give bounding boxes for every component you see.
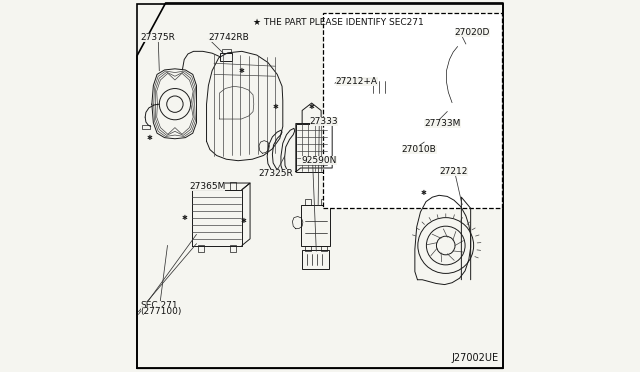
Text: 27010B: 27010B <box>402 145 436 154</box>
Bar <box>198 182 204 190</box>
Bar <box>447 104 458 119</box>
Text: 27375R: 27375R <box>141 33 175 42</box>
Text: 27325R: 27325R <box>259 169 293 178</box>
Bar <box>323 13 502 208</box>
Text: ✱: ✱ <box>147 135 152 141</box>
Text: ✱: ✱ <box>420 190 426 196</box>
Bar <box>321 246 326 251</box>
Text: 27212+A: 27212+A <box>335 77 378 86</box>
Text: 27742RB: 27742RB <box>209 33 249 42</box>
Text: 27212: 27212 <box>440 167 468 176</box>
Text: ✱: ✱ <box>273 104 278 110</box>
Text: ✱: ✱ <box>181 215 187 221</box>
Text: ★ THE PART PLEASE IDENTIFY SEC271: ★ THE PART PLEASE IDENTIFY SEC271 <box>253 18 424 27</box>
Bar <box>321 199 326 205</box>
Bar <box>220 53 232 61</box>
Text: J27002UE: J27002UE <box>451 353 499 363</box>
Bar <box>472 41 477 48</box>
Text: 27733M: 27733M <box>424 119 461 128</box>
Bar <box>461 37 472 52</box>
Text: 27365M: 27365M <box>189 182 225 191</box>
Bar <box>198 245 204 252</box>
Text: SEC.271: SEC.271 <box>141 301 179 310</box>
Bar <box>367 80 390 94</box>
Text: ✱: ✱ <box>239 68 245 74</box>
Text: 27020D: 27020D <box>454 28 490 37</box>
Bar <box>458 108 462 115</box>
Text: (277100): (277100) <box>141 307 182 316</box>
Bar <box>230 245 236 252</box>
Bar <box>305 199 311 205</box>
Text: ✱: ✱ <box>241 218 246 224</box>
Bar <box>142 125 150 129</box>
Text: 92590N: 92590N <box>301 156 337 165</box>
Text: 27333: 27333 <box>310 117 338 126</box>
Bar <box>230 182 236 190</box>
Bar <box>305 246 311 251</box>
Bar <box>222 49 231 53</box>
Bar <box>302 250 329 269</box>
Bar <box>301 205 330 246</box>
Bar <box>337 63 369 78</box>
Bar <box>296 124 328 172</box>
Text: ✱: ✱ <box>308 104 315 110</box>
Bar <box>335 83 370 142</box>
